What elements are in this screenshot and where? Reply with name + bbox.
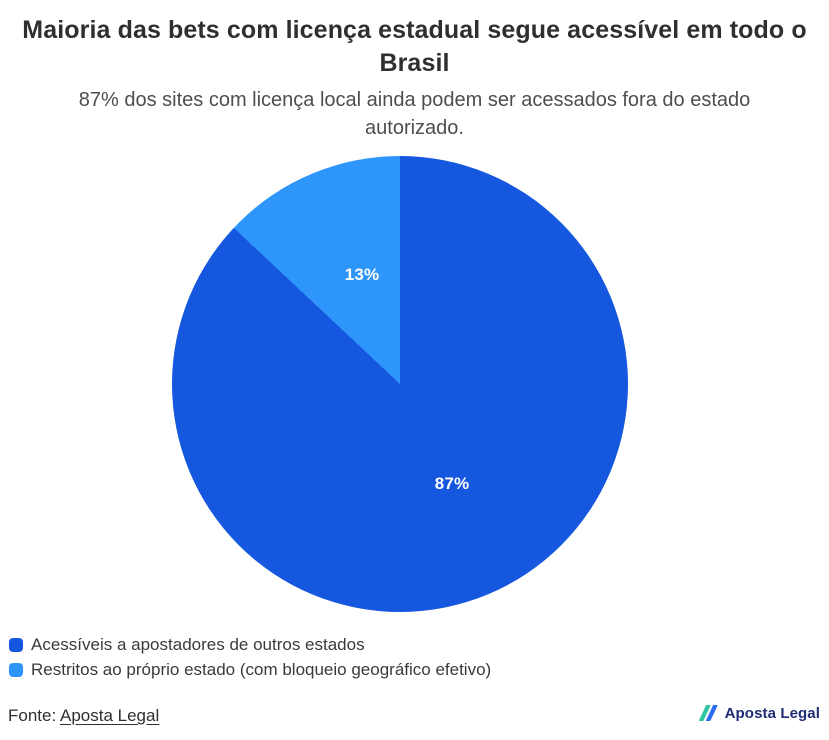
source-prefix: Fonte:	[8, 706, 60, 725]
legend-item-accessible: Acessíveis a apostadores de outros estad…	[9, 634, 491, 656]
legend-swatch-light-blue	[9, 663, 23, 677]
pie-slice-label-87: 87%	[434, 474, 470, 493]
legend-label: Acessíveis a apostadores de outros estad…	[31, 635, 365, 654]
chart-title: Maioria das bets com licença estadual se…	[22, 16, 807, 77]
source-link[interactable]: Aposta Legal	[59, 706, 160, 725]
chart-subtitle: 87% dos sites com licença local ainda po…	[78, 89, 751, 139]
brand-name: Aposta Legal	[724, 704, 820, 722]
legend-label: Restritos ao próprio estado (com bloquei…	[31, 660, 492, 679]
pie-chart	[172, 156, 628, 612]
legend: Acessíveis a apostadores de outros estad…	[9, 634, 491, 681]
double-slash-logo-icon	[698, 705, 718, 721]
legend-item-restricted: Restritos ao próprio estado (com bloquei…	[9, 659, 491, 681]
brand-logo: Aposta Legal	[695, 701, 820, 725]
pie-slice-label-13: 13%	[344, 265, 380, 284]
legend-swatch-dark-blue	[9, 638, 23, 652]
source-line: Fonte: Aposta Legal	[8, 706, 159, 726]
